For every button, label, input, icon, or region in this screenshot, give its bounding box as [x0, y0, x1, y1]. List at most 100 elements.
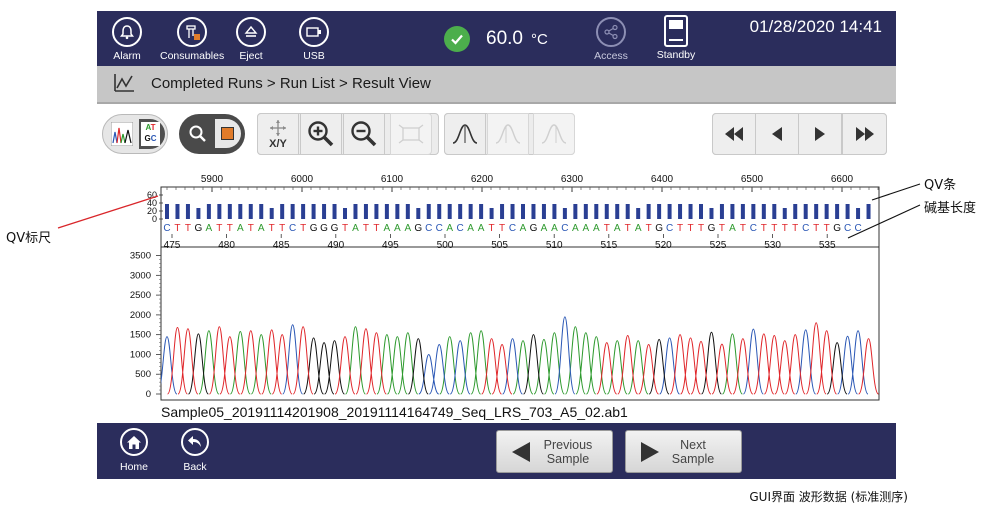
base-letter: T — [216, 223, 222, 234]
zoom-mode-toggle[interactable] — [179, 114, 245, 154]
base-letter: A — [478, 223, 485, 234]
scan-tick-label: 6500 — [741, 174, 764, 185]
standby-button[interactable]: Standby — [648, 15, 704, 65]
qv-bar — [814, 204, 819, 219]
first-button[interactable] — [712, 113, 756, 155]
qv-ruler-annotation: QV标尺 — [6, 231, 52, 246]
magnifier-icon[interactable] — [188, 124, 208, 144]
sample-filename: Sample05_20191114201908_20191114164749_S… — [161, 404, 628, 420]
base-letter: C — [425, 223, 432, 234]
atgc-c: C — [150, 134, 157, 143]
pan-xy-button[interactable]: X/Y — [257, 113, 299, 155]
alarm-button[interactable]: Alarm — [99, 15, 155, 65]
atgc-icon[interactable]: AT GC — [139, 119, 165, 149]
base-position-label: 530 — [764, 240, 781, 251]
bell-icon — [112, 17, 142, 47]
atgc-a: A — [145, 123, 151, 132]
zoom-out-button[interactable] — [343, 113, 385, 155]
previous-sample-icon — [512, 442, 530, 462]
qv-bar — [761, 204, 766, 219]
top-status-bar: Alarm Consumables Eject USB 60.0 °C — [97, 11, 896, 66]
electropherogram-panel[interactable]: 5900 6000 6100 6200 6300 6400 6500 6600 60 40 20 0… — [97, 167, 896, 422]
next-sample-button[interactable]: Next Sample — [625, 430, 742, 473]
next-sample-label-line1: Next — [680, 438, 706, 452]
bottom-nav-bar: Home Back Previous Sample Next Sample — [97, 423, 896, 479]
base-letter: T — [687, 223, 693, 234]
peak-shift-left-icon — [495, 124, 521, 144]
base-letter: C — [436, 223, 443, 234]
base-letter: A — [467, 223, 474, 234]
consumables-icon — [177, 17, 207, 47]
peak-shift-right-button[interactable] — [533, 113, 575, 155]
base-letter: A — [206, 223, 213, 234]
y-tick-label: 0 — [146, 389, 151, 400]
qv-bar — [489, 208, 494, 219]
breadcrumb: Completed Runs > Run List > Result View — [151, 75, 431, 92]
usb-icon — [299, 17, 329, 47]
qv-bar — [217, 204, 222, 219]
usb-button[interactable]: USB — [286, 15, 342, 65]
next-button[interactable] — [798, 113, 842, 155]
home-button[interactable]: Home — [109, 428, 159, 473]
base-letter: C — [457, 223, 464, 234]
back-button[interactable]: Back — [170, 428, 220, 473]
zoom-in-button[interactable] — [300, 113, 342, 155]
base-letter: T — [646, 223, 652, 234]
atgc-t: T — [150, 123, 156, 132]
qv-tick-label: 40 — [147, 198, 157, 208]
y-tick-label: 1500 — [130, 330, 151, 341]
trace-g — [187, 331, 848, 395]
home-label: Home — [119, 461, 148, 473]
zoom-in-icon — [308, 121, 334, 147]
scan-tick-label: 6000 — [291, 174, 314, 185]
electropherogram-chart[interactable]: 5900 6000 6100 6200 6300 6400 6500 6600 6040200… — [97, 167, 896, 422]
base-position-label: 510 — [546, 240, 563, 251]
electropherogram-icon[interactable] — [111, 122, 133, 146]
fit-screen-button[interactable] — [390, 113, 432, 155]
qv-bar — [667, 204, 672, 219]
qv-bar — [196, 208, 201, 219]
base-letter: G — [310, 223, 318, 234]
qv-bar — [185, 204, 190, 219]
qv-bar — [374, 204, 379, 219]
base-position-axis: 475 480 485 490 495 500 505 510 515 520 525 530 535 — [164, 234, 836, 251]
base-letter: T — [625, 223, 631, 234]
previous-sample-label: Previous Sample — [541, 438, 595, 466]
base-letter: A — [614, 223, 621, 234]
base-letter: T — [782, 223, 788, 234]
qv-tick-label: 0 — [152, 214, 157, 224]
base-position-label: 520 — [655, 240, 672, 251]
back-label: Back — [183, 461, 207, 473]
access-label: Access — [594, 50, 628, 62]
previous-button[interactable] — [755, 113, 799, 155]
view-toggle[interactable]: AT GC — [102, 114, 168, 154]
peak-icon — [452, 124, 478, 144]
peak-button[interactable] — [444, 113, 486, 155]
base-letter: T — [363, 223, 369, 234]
temperature-value: 60.0 — [486, 28, 523, 49]
datetime: 01/28/2020 14:41 — [749, 17, 882, 36]
last-button[interactable] — [842, 113, 887, 155]
previous-sample-button[interactable]: Previous Sample — [496, 430, 613, 473]
alarm-label: Alarm — [113, 50, 141, 62]
peak-shift-left-button[interactable] — [487, 113, 529, 155]
eject-button[interactable]: Eject — [223, 15, 279, 65]
base-letter: T — [300, 223, 306, 234]
base-letter: T — [771, 223, 777, 234]
base-letter: A — [258, 223, 265, 234]
qv-bar — [803, 204, 808, 219]
atgc-g: G — [144, 134, 151, 143]
base-letter: G — [195, 223, 203, 234]
figure-caption: GUI界面 波形数据 (标准测序) — [749, 490, 908, 504]
qv-bar — [824, 204, 829, 219]
base-letter: C — [750, 223, 757, 234]
qv-bar — [625, 204, 630, 219]
base-letter: A — [572, 223, 579, 234]
peak-shift-right-icon — [541, 124, 567, 144]
qv-bar — [856, 208, 861, 219]
access-button[interactable]: Access — [583, 15, 639, 65]
consumables-button[interactable]: Consumables — [160, 15, 224, 65]
base-position-label: 535 — [819, 240, 836, 251]
square-icon[interactable] — [215, 119, 241, 148]
next-icon — [815, 127, 825, 141]
